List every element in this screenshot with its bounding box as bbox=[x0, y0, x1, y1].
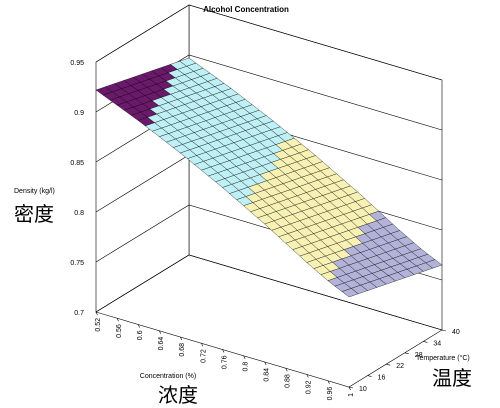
z-tick-label: 0.75 bbox=[70, 260, 84, 267]
x-tick-mark bbox=[264, 361, 267, 366]
x-tick-mark bbox=[180, 336, 183, 341]
z-axis-label-cn: 密度 bbox=[14, 202, 54, 226]
x-tick-label: 0.88 bbox=[285, 374, 292, 388]
x-tick-label: 0.84 bbox=[264, 368, 271, 382]
y-tick-mark bbox=[404, 352, 409, 355]
x-tick-label: 0.64 bbox=[158, 337, 165, 351]
x-tick-mark bbox=[201, 343, 204, 347]
y-tick-mark bbox=[441, 329, 447, 332]
y-tick-label: 22 bbox=[396, 363, 404, 370]
y-tick-mark bbox=[423, 341, 428, 343]
x-tick-mark bbox=[158, 330, 162, 334]
y-tick-label: 40 bbox=[452, 329, 460, 336]
x-tick-label: 0.68 bbox=[179, 343, 186, 357]
x-axis-label: Concentration (%) bbox=[140, 373, 196, 380]
y-tick-label: 16 bbox=[378, 375, 386, 382]
x-tick-label: 0.8 bbox=[242, 362, 249, 372]
x-tick-label: 0.72 bbox=[200, 349, 207, 363]
x-tick-label: 0.6 bbox=[137, 330, 144, 340]
y-axis-label: Temperature (°C) bbox=[416, 354, 470, 362]
x-tick-mark bbox=[243, 355, 246, 359]
y-axis-label-cn: 温度 bbox=[432, 366, 472, 390]
z-tick-label: 0.7 bbox=[74, 310, 84, 317]
x-tick-label: 0.96 bbox=[327, 387, 334, 401]
y-tick-label: 34 bbox=[433, 340, 441, 347]
y-tick-mark bbox=[348, 386, 354, 389]
z-tick-label: 0.8 bbox=[74, 210, 84, 217]
x-tick-mark bbox=[222, 349, 225, 353]
chart-title: Alcohol Concentration bbox=[203, 5, 289, 14]
y-tick-label: 28 bbox=[415, 352, 423, 359]
z-tick-label: 0.95 bbox=[70, 60, 84, 67]
x-tick-mark bbox=[116, 318, 119, 322]
x-axis-label-cn: 浓度 bbox=[158, 383, 198, 407]
x-tick-mark bbox=[137, 324, 140, 328]
tick-labels: 0.7 0.75 0.8 0.85 0.9 0.95 0.52 0.56 0.6 0.64 0.68… bbox=[70, 60, 460, 400]
y-tick-mark bbox=[367, 375, 372, 377]
x-tick-label: 1 bbox=[348, 393, 355, 397]
z-gridline bbox=[95, 4, 443, 81]
z-axis-label: Density (kg/l) bbox=[14, 188, 55, 195]
z-gridline bbox=[95, 254, 443, 331]
x-tick-label: 0.92 bbox=[306, 380, 313, 394]
x-tick-mark bbox=[306, 374, 309, 378]
y-tick-label: 10 bbox=[359, 386, 367, 393]
surface bbox=[95, 57, 443, 298]
x-tick-label: 0.76 bbox=[221, 355, 228, 369]
z-tick-label: 0.85 bbox=[70, 160, 84, 167]
x-tick-label: 0.56 bbox=[116, 324, 123, 338]
x-tick-mark bbox=[95, 311, 98, 316]
x-tick-mark bbox=[285, 368, 288, 372]
x-tick-mark bbox=[348, 386, 351, 391]
x-tick-mark bbox=[327, 380, 330, 384]
x-tick-label: 0.52 bbox=[95, 318, 102, 332]
z-tick-label: 0.9 bbox=[74, 110, 84, 117]
y-tick-mark bbox=[386, 363, 391, 366]
surface-cell bbox=[341, 288, 359, 298]
